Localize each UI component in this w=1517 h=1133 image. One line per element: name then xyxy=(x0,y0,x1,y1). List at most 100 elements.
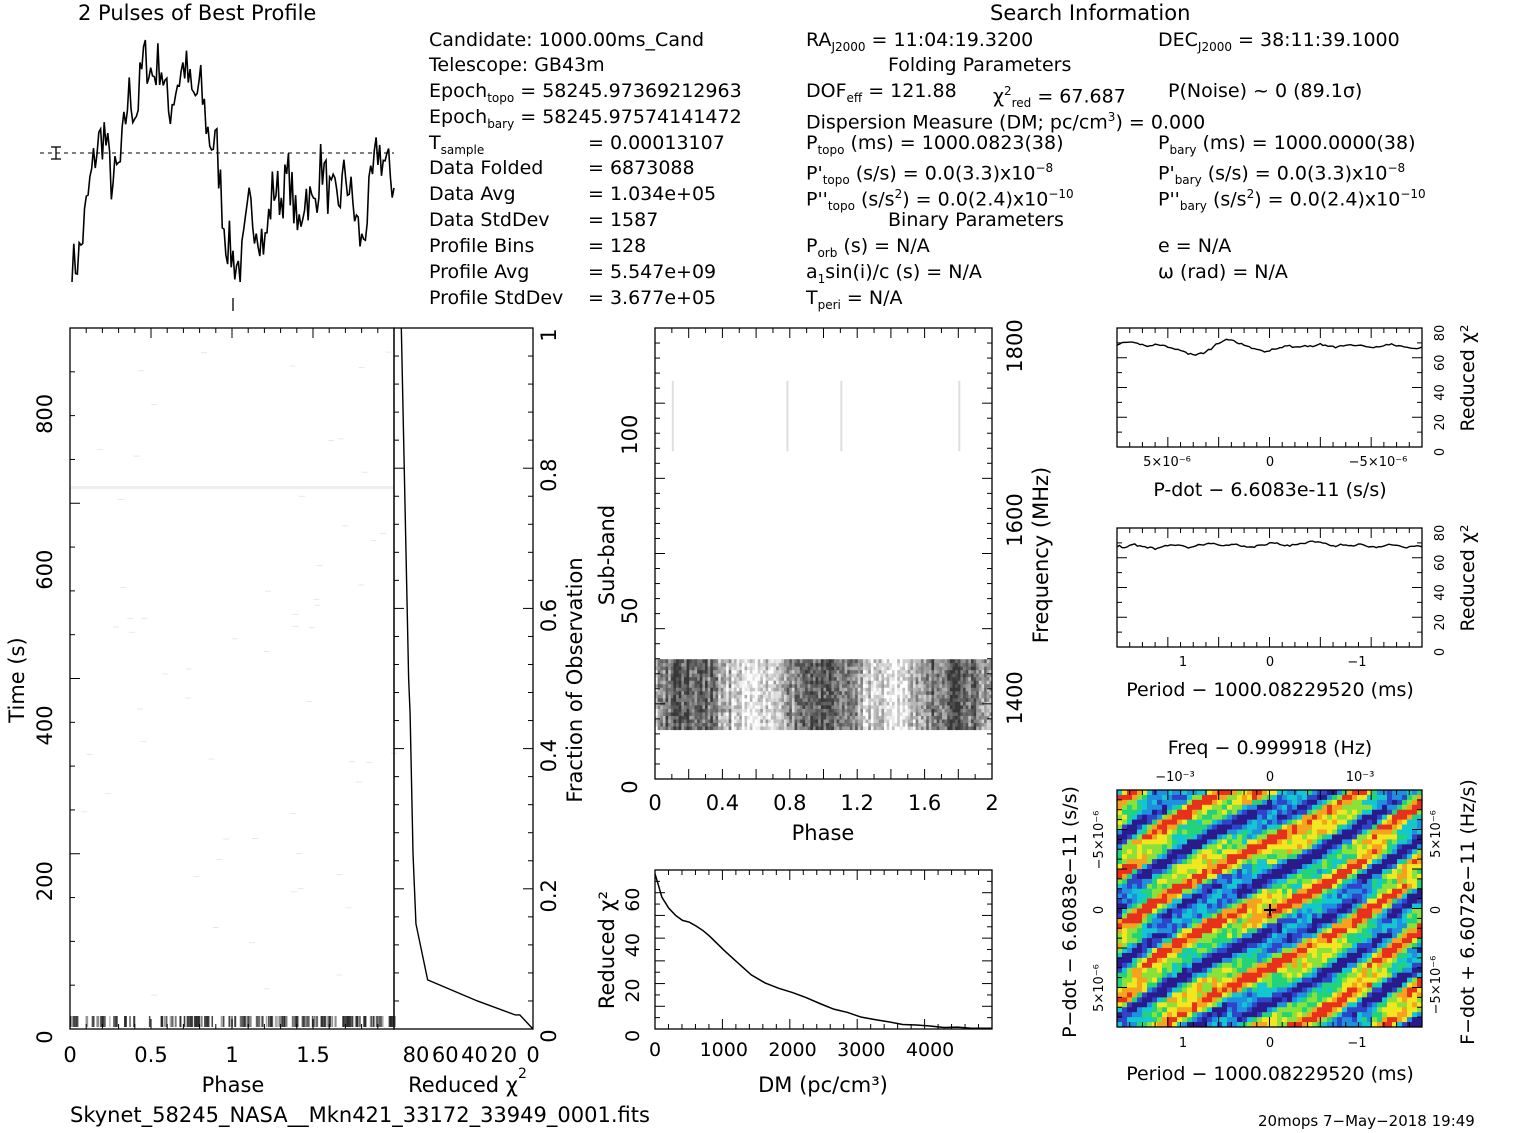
period-pdot-cell xyxy=(1132,799,1138,806)
subband-cell xyxy=(899,708,903,713)
time-phase-cell xyxy=(201,352,208,354)
subband-cell xyxy=(736,687,740,692)
subband-cell xyxy=(781,708,785,713)
subband-cell xyxy=(728,715,732,720)
period-pdot-cell xyxy=(1132,864,1138,870)
y2-axis-label: Reduced χ² xyxy=(1457,525,1479,632)
period-pdot-cell xyxy=(1122,957,1128,964)
subband-cell xyxy=(939,697,943,702)
period-pdot-cell xyxy=(1237,883,1243,890)
subband-cell xyxy=(839,726,843,731)
subband-cell xyxy=(720,680,724,685)
subband-cell xyxy=(726,726,730,731)
subband-cell xyxy=(697,687,701,692)
period-pdot-cell xyxy=(1117,869,1123,875)
subband-cell xyxy=(781,726,785,731)
period-pdot-cell xyxy=(1202,844,1208,850)
subband-cell xyxy=(928,690,932,695)
period-pdot-cell xyxy=(1222,1022,1228,1027)
subband-cell xyxy=(760,719,764,724)
time-phase-cell xyxy=(115,1016,118,1027)
y2-tick-label: 60 xyxy=(1433,554,1448,571)
period-pdot-cell xyxy=(1257,834,1263,840)
subband-cell xyxy=(697,712,701,716)
subband-cell xyxy=(899,697,903,702)
subband-cell xyxy=(736,690,740,695)
subband-cell xyxy=(681,705,685,709)
subband-cell xyxy=(770,676,774,681)
subband-cell xyxy=(973,687,977,692)
period-pdot-cell xyxy=(1242,869,1248,875)
subband-cell xyxy=(810,662,814,667)
period-pdot-cell xyxy=(1257,952,1263,959)
subband-cell xyxy=(760,676,764,681)
subband-cell xyxy=(694,690,698,695)
subband-cell xyxy=(873,694,877,699)
subband-cell xyxy=(812,687,817,692)
subband-cell xyxy=(739,697,743,702)
period-pdot-cell xyxy=(1142,903,1148,909)
subband-cell xyxy=(894,719,898,724)
period-pdot-cell xyxy=(1122,923,1128,929)
period-pdot-cell xyxy=(1242,849,1248,855)
time-phase-cell xyxy=(358,367,365,369)
subband-cell xyxy=(739,705,743,709)
subband-cell xyxy=(694,659,698,664)
period-pdot-cell xyxy=(1157,992,1163,998)
period-pdot-cell xyxy=(1162,972,1168,979)
subband-cell xyxy=(981,712,985,716)
period-pdot-cell xyxy=(1182,809,1188,816)
time-phase-cell xyxy=(342,525,349,527)
subband-cell xyxy=(915,659,919,664)
subband-cell xyxy=(726,673,730,678)
subband-cell xyxy=(689,662,693,667)
subband-cell xyxy=(847,676,851,681)
period-pdot-cell xyxy=(1147,883,1153,890)
period-pdot-cell xyxy=(1282,859,1288,865)
period-pdot-cell xyxy=(1182,972,1188,979)
period-pdot-cell xyxy=(1182,799,1188,806)
subband-cell xyxy=(878,712,882,716)
subband-cell xyxy=(936,712,940,716)
period-pdot-cell xyxy=(1197,839,1203,845)
time-phase-cell xyxy=(358,584,365,586)
period-pdot-cell xyxy=(1227,1012,1233,1018)
subband-cell xyxy=(849,690,853,695)
period-pdot-cell xyxy=(1212,962,1218,969)
period-pdot-cell xyxy=(1287,869,1293,875)
period-pdot-cell xyxy=(1212,873,1218,880)
subband-cell xyxy=(807,690,811,695)
period-pdot-cell xyxy=(1192,854,1198,860)
period-pdot-cell xyxy=(1207,1012,1213,1018)
period-pdot-cell xyxy=(1192,923,1198,929)
time-phase-cell xyxy=(334,1016,337,1027)
period-pdot-cell xyxy=(1187,864,1193,870)
subband-cell xyxy=(805,676,809,681)
period-pdot-cell xyxy=(1142,957,1148,964)
period-pdot-cell xyxy=(1277,883,1283,890)
subband-cell xyxy=(665,669,669,674)
subband-cell xyxy=(844,708,848,713)
subband-cell xyxy=(784,701,788,706)
subband-cell xyxy=(715,676,719,681)
subband-cell xyxy=(984,690,988,695)
subband-cell xyxy=(726,687,730,692)
time-phase-cell xyxy=(112,626,119,628)
time-phase-cell xyxy=(93,1016,95,1027)
period-pdot-cell xyxy=(1247,962,1253,969)
period-pdot-cell xyxy=(1227,918,1233,924)
subband-cell xyxy=(973,697,977,702)
period-pdot-cell xyxy=(1257,883,1263,890)
subband-cell xyxy=(926,673,930,678)
subband-cell xyxy=(931,719,935,724)
subband-cell xyxy=(891,687,895,692)
subband-cell xyxy=(726,712,730,716)
subband-cell xyxy=(884,662,888,667)
subband-cell xyxy=(831,705,835,709)
period-pdot-cell xyxy=(1277,794,1283,801)
period-pdot-cell xyxy=(1212,948,1218,954)
period-pdot-cell xyxy=(1262,982,1268,988)
period-pdot-cell xyxy=(1272,948,1278,954)
subband-cell xyxy=(936,719,940,724)
period-pdot-cell xyxy=(1187,967,1193,974)
